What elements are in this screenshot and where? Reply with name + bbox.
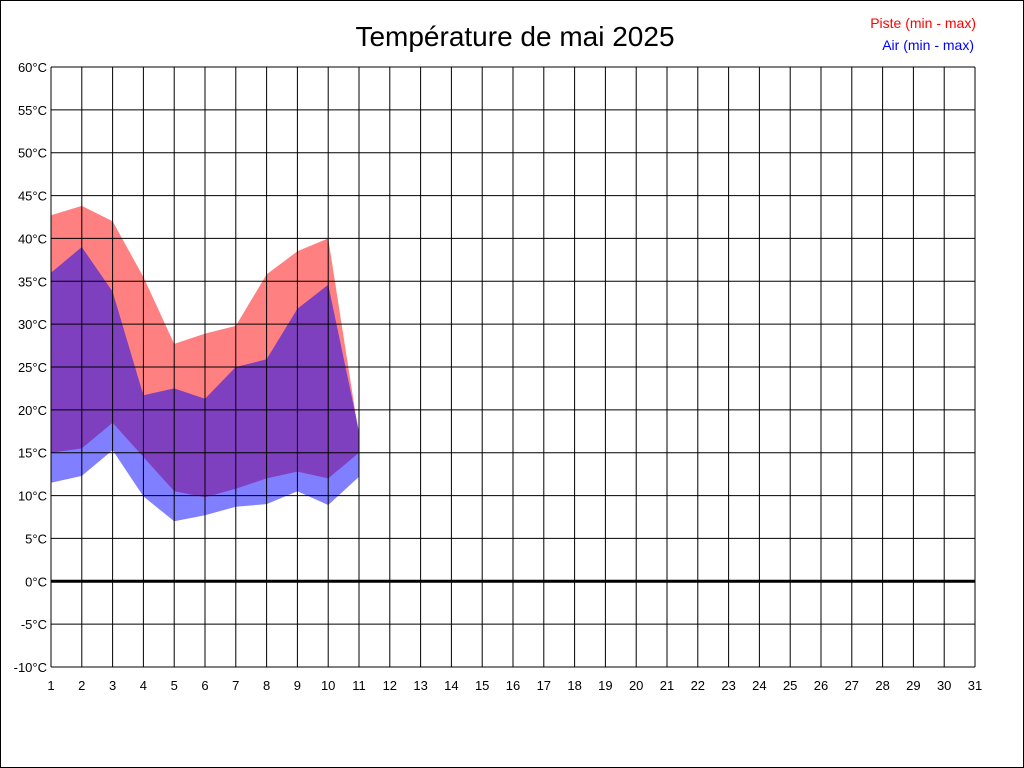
x-tick-label: 13 [413,678,427,693]
axis-labels: -10°C -5°C 0°C 5°C 10°C 15°C 20°C 25°C 30°C 35°C 4… [14,60,983,693]
legend-entry-piste: Piste (min - max) [870,15,976,31]
x-tick-label: 27 [845,678,859,693]
x-tick-label: 20 [629,678,643,693]
y-tick-label: 55°C [18,103,47,118]
x-tick-label: 19 [598,678,612,693]
x-tick-label: 8 [263,678,270,693]
y-tick-label: -10°C [14,660,47,675]
x-tick-label: 6 [201,678,208,693]
y-tick-label: 20°C [18,403,47,418]
x-tick-label: 30 [937,678,951,693]
x-tick-label: 18 [567,678,581,693]
x-tick-label: 16 [506,678,520,693]
x-tick-label: 29 [906,678,920,693]
chart-title: Température de mai 2025 [355,21,674,52]
x-tick-label: 4 [140,678,147,693]
x-tick-label: 2 [78,678,85,693]
x-tick-label: 3 [109,678,116,693]
x-tick-label: 17 [537,678,551,693]
y-tick-label: 60°C [18,60,47,75]
y-tick-label: -5°C [21,617,47,632]
x-tick-label: 9 [294,678,301,693]
x-tick-label: 25 [783,678,797,693]
x-tick-label: 23 [721,678,735,693]
y-tick-label: 25°C [18,360,47,375]
x-tick-label: 10 [321,678,335,693]
y-tick-label: 0°C [25,574,47,589]
x-tick-label: 12 [383,678,397,693]
x-tick-label: 15 [475,678,489,693]
y-tick-label: 5°C [25,531,47,546]
x-tick-label: 22 [691,678,705,693]
y-tick-label: 50°C [18,146,47,161]
x-tick-label: 21 [660,678,674,693]
legend-entry-air: Air (min - max) [882,37,974,53]
y-tick-label: 35°C [18,274,47,289]
y-tick-label: 15°C [18,446,47,461]
x-tick-label: 7 [232,678,239,693]
x-tick-label: 5 [171,678,178,693]
x-tick-label: 31 [968,678,982,693]
x-tick-label: 1 [47,678,54,693]
x-tick-label: 11 [352,678,366,693]
grid-layer [50,66,976,668]
y-tick-label: 30°C [18,317,47,332]
y-tick-label: 40°C [18,231,47,246]
x-tick-label: 14 [444,678,458,693]
y-tick-label: 10°C [18,489,47,504]
y-tick-label: 45°C [18,189,47,204]
x-tick-label: 24 [752,678,766,693]
x-tick-label: 28 [875,678,889,693]
x-tick-label: 26 [814,678,828,693]
